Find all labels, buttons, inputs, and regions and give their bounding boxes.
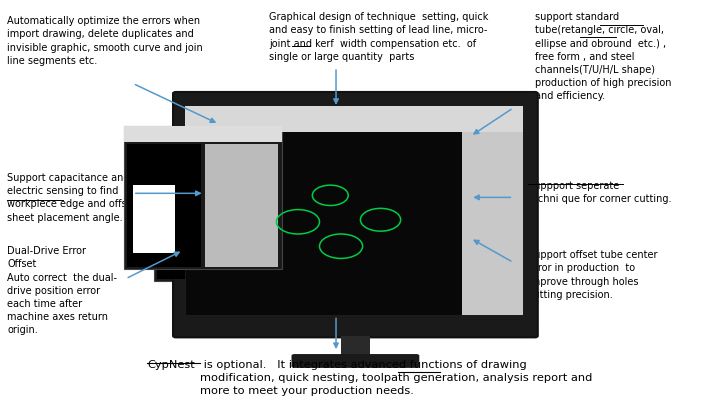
Bar: [341, 336, 370, 357]
FancyBboxPatch shape: [173, 92, 538, 337]
Text: Suppport seperate
techni que for corner cutting.: Suppport seperate techni que for corner …: [528, 181, 671, 204]
Text: Support capacitance and photo-
electric sensing to find
workpiece edge and offse: Support capacitance and photo- electric …: [7, 173, 164, 223]
Bar: [462, 132, 523, 315]
Bar: [154, 151, 294, 281]
Bar: [185, 106, 523, 315]
Text: Support offset tube center
error in production  to
improve through holes
cutting: Support offset tube center error in prod…: [528, 250, 657, 300]
Bar: [133, 185, 175, 253]
Bar: [124, 126, 282, 142]
Text: support standard
tube(retangle, circle, oval,
ellipse and obround  etc.) ,
free : support standard tube(retangle, circle, …: [535, 12, 671, 101]
Text: Dual-Drive Error
Offset
Auto correct  the dual-
drive position error
each time a: Dual-Drive Error Offset Auto correct the…: [7, 246, 117, 335]
Text: Automatically optimize the errors when
import drawing, delete duplicates and
inv: Automatically optimize the errors when i…: [7, 16, 203, 66]
Text: CypNest: CypNest: [147, 360, 195, 370]
Bar: [127, 144, 201, 267]
Bar: [157, 168, 222, 279]
Text: is optional.   It integrates advanced functions of drawing
modification, quick n: is optional. It integrates advanced func…: [200, 360, 592, 396]
Bar: [154, 151, 294, 166]
Text: Graphical design of technique  setting, quick
and easy to finish setting of lead: Graphical design of technique setting, q…: [269, 12, 489, 62]
Bar: [205, 144, 279, 267]
Bar: [124, 126, 282, 269]
Bar: [185, 106, 523, 132]
FancyBboxPatch shape: [292, 354, 419, 368]
Bar: [224, 168, 290, 279]
